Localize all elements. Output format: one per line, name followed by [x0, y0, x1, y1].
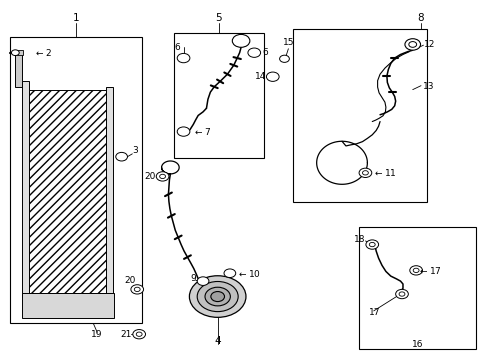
Bar: [105, 87, 113, 293]
Text: 12: 12: [423, 40, 434, 49]
Circle shape: [368, 242, 374, 247]
Circle shape: [358, 168, 371, 177]
Circle shape: [11, 50, 19, 55]
Text: 3: 3: [132, 146, 138, 155]
Circle shape: [365, 240, 378, 249]
Circle shape: [134, 287, 140, 292]
Text: 17: 17: [368, 308, 380, 317]
Circle shape: [395, 289, 407, 299]
Text: 15: 15: [282, 38, 294, 47]
Bar: [173, 33, 264, 158]
Circle shape: [398, 292, 404, 296]
Circle shape: [177, 53, 189, 63]
Circle shape: [136, 332, 142, 336]
Circle shape: [197, 277, 208, 285]
Bar: [10, 37, 142, 323]
Circle shape: [159, 174, 165, 179]
Circle shape: [116, 152, 127, 161]
Text: 5: 5: [215, 13, 222, 23]
Bar: [14, 50, 23, 55]
Circle shape: [133, 329, 145, 339]
Bar: [21, 293, 114, 318]
Circle shape: [156, 172, 168, 181]
Text: 21: 21: [120, 330, 131, 339]
Bar: [15, 54, 22, 87]
Bar: [21, 81, 29, 297]
Circle shape: [266, 72, 279, 81]
Bar: [358, 226, 475, 348]
Text: 20: 20: [124, 276, 135, 285]
Circle shape: [131, 285, 143, 294]
Circle shape: [408, 41, 416, 47]
Circle shape: [247, 48, 260, 57]
Bar: [29, 90, 105, 293]
Circle shape: [404, 39, 420, 50]
Text: 18: 18: [353, 235, 365, 244]
Text: 13: 13: [422, 82, 433, 91]
Circle shape: [197, 282, 238, 312]
Circle shape: [177, 127, 189, 136]
Text: 20: 20: [144, 172, 156, 181]
Circle shape: [412, 268, 418, 273]
Circle shape: [210, 292, 224, 302]
Circle shape: [362, 171, 367, 175]
Text: $\leftarrow$10: $\leftarrow$10: [236, 268, 260, 279]
Circle shape: [204, 287, 230, 306]
Text: 1: 1: [73, 13, 80, 23]
Text: 14: 14: [254, 72, 265, 81]
Circle shape: [279, 55, 289, 62]
Text: 6: 6: [262, 48, 267, 57]
Text: $\leftarrow$17: $\leftarrow$17: [417, 265, 441, 276]
Text: 8: 8: [417, 13, 424, 23]
Bar: [293, 30, 427, 202]
Circle shape: [224, 269, 235, 278]
Circle shape: [409, 266, 422, 275]
Text: 19: 19: [91, 330, 102, 339]
Circle shape: [189, 276, 245, 318]
Text: 4: 4: [214, 336, 221, 346]
Text: 6: 6: [174, 43, 180, 52]
Text: $\leftarrow$2: $\leftarrow$2: [34, 47, 52, 58]
Text: $\leftarrow$11: $\leftarrow$11: [372, 167, 396, 178]
Circle shape: [232, 35, 249, 47]
Text: 9: 9: [190, 274, 195, 283]
Text: 16: 16: [411, 340, 423, 349]
Text: $\leftarrow$7: $\leftarrow$7: [192, 126, 210, 137]
